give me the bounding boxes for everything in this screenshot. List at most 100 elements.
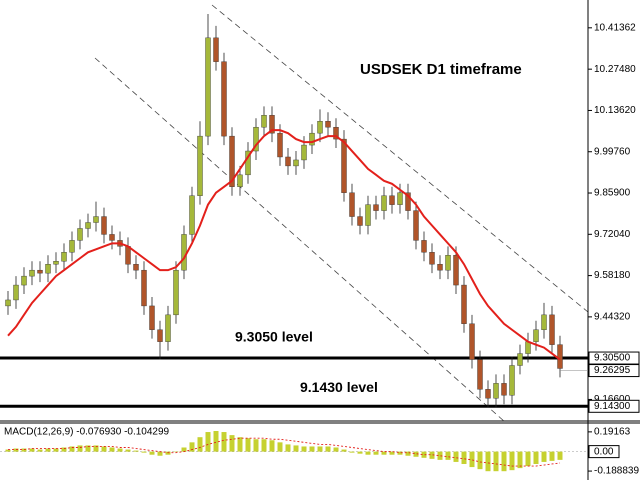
- y-tick-label: 10.27480: [594, 64, 636, 75]
- candle-body: [165, 314, 171, 342]
- candle-body: [181, 234, 187, 271]
- candle-body: [549, 314, 555, 345]
- macd-bar: [125, 449, 131, 452]
- y-tick-label: 10.41362: [594, 22, 636, 33]
- macd-bar: [469, 451, 475, 468]
- macd-bar: [157, 451, 163, 456]
- y-tick-label: 0.19163: [594, 427, 631, 438]
- macd-bar: [365, 451, 371, 455]
- macd-bar: [285, 444, 291, 452]
- candle-body: [61, 252, 67, 262]
- macd-bar: [317, 446, 323, 452]
- macd-bar: [453, 451, 459, 462]
- channel-line: [94, 57, 506, 423]
- macd-bar: [197, 437, 203, 452]
- candle-body: [229, 135, 235, 187]
- macd-bar: [557, 451, 563, 460]
- macd-bar: [421, 451, 427, 458]
- candle-body: [453, 255, 459, 286]
- price-box-label: 9.26295: [594, 365, 631, 376]
- candle-body: [397, 192, 403, 205]
- macd-bar: [277, 442, 283, 452]
- candle-body: [357, 216, 363, 226]
- candle-body: [365, 204, 371, 226]
- macd-bar: [229, 435, 235, 452]
- macd-bar: [461, 451, 467, 464]
- price-box: [588, 351, 640, 365]
- candle-body: [421, 240, 427, 253]
- macd-bar: [133, 450, 139, 452]
- macd-bar: [509, 451, 515, 471]
- price-box-label: 9.14300: [594, 401, 631, 412]
- candle-body: [269, 115, 275, 134]
- candle-body: [333, 126, 339, 140]
- y-tick-label: 10.13620: [594, 105, 636, 116]
- macd-bar: [445, 451, 451, 460]
- candle-body: [541, 314, 547, 330]
- candle-body: [557, 344, 563, 369]
- macd-bar: [189, 442, 195, 452]
- macd-bar: [69, 446, 75, 452]
- candle-body: [381, 195, 387, 211]
- candle-body: [445, 255, 451, 271]
- macd-bar: [525, 451, 531, 467]
- signal-line: [8, 437, 561, 467]
- macd-bar: [141, 451, 147, 453]
- candle-body: [501, 383, 507, 396]
- macd-bar: [45, 448, 51, 452]
- y-tick-label: 0.00: [594, 446, 614, 457]
- macd-bar: [373, 451, 379, 455]
- candle-body: [373, 204, 379, 211]
- candle-body: [21, 275, 27, 286]
- candle-body: [301, 144, 307, 161]
- candle-body: [533, 329, 539, 342]
- macd-bar: [37, 449, 43, 452]
- macd-bar: [85, 445, 91, 452]
- candle-body: [77, 228, 83, 241]
- macd-title: MACD(12,26,9) -0.076930 -0.104299: [4, 427, 170, 438]
- candle-body: [5, 299, 11, 307]
- candle-body: [485, 389, 491, 399]
- candle-body: [461, 284, 467, 324]
- level-label: 9.3050 level: [235, 329, 313, 345]
- y-tick-label: 9.72040: [594, 229, 631, 240]
- macd-bar: [101, 446, 107, 452]
- candle-body: [69, 240, 75, 253]
- candle-body: [37, 269, 43, 274]
- candle-body: [213, 37, 219, 62]
- y-tick-label: 9.16600: [594, 394, 631, 405]
- candle-body: [493, 383, 499, 399]
- candle-body: [93, 216, 99, 223]
- candle-body: [133, 264, 139, 271]
- candle-body: [341, 138, 347, 193]
- candle-body: [245, 150, 251, 176]
- macd-bar: [205, 432, 211, 452]
- candle-body: [525, 341, 531, 354]
- y-tick-label: 9.85900: [594, 188, 631, 199]
- candle-body: [309, 132, 315, 146]
- candle-body: [293, 159, 299, 167]
- macd-bar: [181, 447, 187, 452]
- macd-bar: [221, 432, 227, 452]
- y-tick-label: -0.188839: [594, 466, 639, 477]
- macd-bar: [165, 451, 171, 455]
- macd-bar: [549, 451, 555, 461]
- candle-body: [477, 359, 483, 390]
- candle-body: [405, 192, 411, 211]
- candle-body: [469, 323, 475, 360]
- macd-bar: [61, 447, 67, 452]
- macd-bar: [477, 451, 483, 470]
- macd-bar: [333, 447, 339, 452]
- macd-bar: [357, 451, 363, 454]
- candle-body: [253, 126, 259, 152]
- macd-bar: [245, 438, 251, 452]
- macd-bar: [237, 437, 243, 452]
- macd-bar: [341, 449, 347, 452]
- candle-body: [157, 329, 163, 342]
- macd-bar: [309, 446, 315, 452]
- macd-bar: [29, 448, 35, 452]
- candle-body: [413, 210, 419, 241]
- macd-bar: [173, 451, 179, 453]
